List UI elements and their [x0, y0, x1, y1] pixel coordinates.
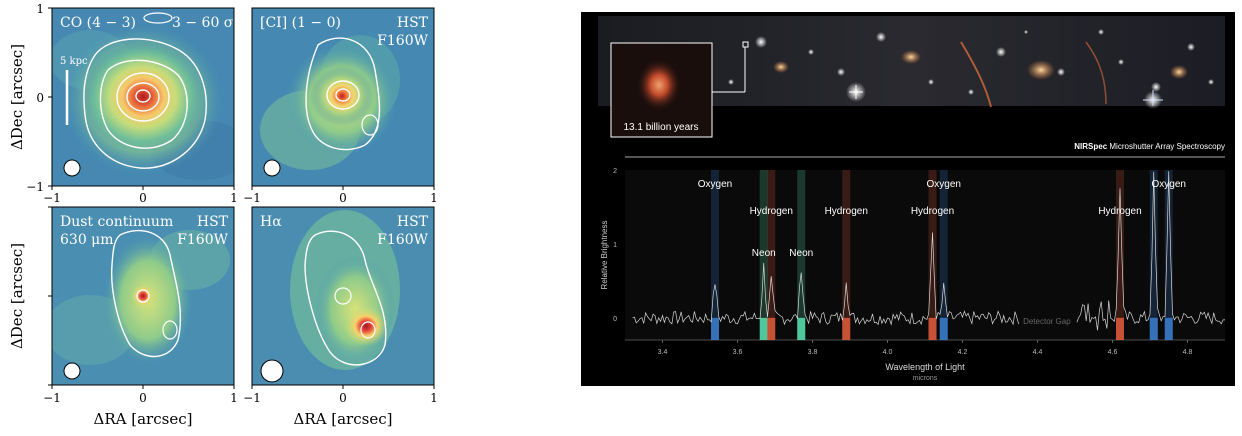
spectrum-xtick-3: 4.0 [883, 349, 893, 356]
xtick-p4-left: −1 [243, 391, 261, 405]
spectrum-plot: 0 1 2 3.4 3.6 3.8 4.0 4.2 4.4 4.6 4.8 Oxygen Hydroge… [613, 168, 1226, 356]
scalebar-label: 5 kpc [60, 56, 88, 67]
spectrum-xtick-1: 3.6 [733, 349, 743, 356]
panel-halpha-filter: F160W [377, 232, 428, 248]
ytick-bottom: −1 [26, 180, 44, 194]
line-label-7: Hydrogen [1098, 206, 1141, 217]
line-label-4: Hydrogen [825, 206, 868, 217]
panel-ci-filter: F160W [377, 33, 428, 49]
line-label-2: Neon [752, 248, 776, 259]
panel-co-label: CO (4 − 3) [60, 15, 136, 31]
emission-band-7 [1116, 170, 1124, 340]
spectrum-ytick-1: 1 [613, 242, 617, 249]
xtick-p2-right: 1 [430, 191, 438, 205]
right-figure-svg: 13.1 billion years NIRSpec Microshutter … [598, 16, 1226, 382]
left-ticks [48, 7, 435, 389]
xtick-p1-mid: 0 [139, 191, 147, 205]
left-figure: CO (4 − 3) 3 − 60 σ 5 kpc [CI] (1 − 0) H… [0, 0, 450, 432]
line-label-1: Hydrogen [750, 206, 793, 217]
panel-ci-hst: HST [397, 15, 429, 31]
xtick-p1-left: −1 [43, 191, 61, 205]
emission-band-6 [939, 170, 948, 340]
emission-band-9 [1164, 170, 1173, 340]
ylabel-bottom: ΔDec [arcsec] [8, 243, 26, 349]
spectrum-title: NIRSpec Microshutter Array Spectroscopy [1074, 142, 1225, 151]
xtick-p3-left: −1 [43, 391, 61, 405]
spectrum-xtick-4: 4.2 [958, 349, 968, 356]
emission-base-4 [842, 317, 851, 340]
line-label-5: Oxygen [927, 179, 961, 190]
emission-base-7 [1116, 317, 1124, 340]
emission-band-1 [759, 170, 768, 340]
spectrum-xtick-5: 4.4 [1033, 349, 1043, 356]
xlabel-right: ΔRA [arcsec] [294, 410, 393, 428]
spectrum-trace [632, 171, 1226, 331]
panel-dust-sublabel: 630 μm [60, 232, 114, 248]
xtick-p2-mid: 0 [339, 191, 347, 205]
ytick-top: 1 [36, 2, 44, 16]
emission-base-1 [759, 317, 768, 340]
spectrum-xtick-0: 3.4 [658, 349, 668, 356]
panel-co [52, 8, 234, 186]
spectrum-xtick-6: 4.6 [1108, 349, 1118, 356]
detector-gap-label: Detector Gap [1023, 317, 1071, 326]
panel-ci [252, 8, 434, 186]
xtick-p4-right: 1 [430, 391, 438, 405]
panel-dust-label: Dust continuum [60, 214, 173, 230]
emission-base-9 [1164, 317, 1173, 340]
right-figure: 13.1 billion years NIRSpec Microshutter … [581, 12, 1235, 386]
panel-ci-label: [CI] (1 − 0) [260, 15, 341, 31]
ylabel-top: ΔDec [arcsec] [8, 44, 26, 150]
panel-dust-hst: HST [197, 214, 229, 230]
spectrum-ytick-0: 0 [613, 316, 617, 323]
xtick-p4-mid: 0 [339, 391, 347, 405]
emission-band-8 [1149, 170, 1158, 340]
panel-dust-filter: F160W [177, 232, 228, 248]
emission-base-6 [939, 317, 948, 340]
left-figure-svg: CO (4 − 3) 3 − 60 σ 5 kpc [CI] (1 − 0) H… [8, 2, 438, 428]
emission-band-0 [711, 170, 719, 340]
line-label-0: Oxygen [698, 179, 732, 190]
xtick-p3-mid: 0 [139, 391, 147, 405]
spectrum-xunit: microns [913, 375, 938, 382]
emission-base-0 [711, 317, 719, 340]
panel-halpha [252, 207, 434, 385]
panel-halpha-hst: HST [397, 214, 429, 230]
xtick-p2-left: −1 [243, 191, 261, 205]
spectrum-xlabel: Wavelength of Light [885, 362, 965, 372]
emission-base-5 [928, 317, 937, 340]
xtick-p3-right: 1 [230, 391, 238, 405]
emission-base-3 [797, 317, 806, 340]
emission-band-3 [797, 170, 806, 340]
ytick-mid: 0 [36, 91, 44, 105]
spectrum-xtick-2: 3.8 [808, 349, 818, 356]
panel-co-sublabel: 3 − 60 σ [172, 15, 234, 31]
panel-halpha-label: Hα [260, 214, 282, 230]
line-label-6: Hydrogen [911, 206, 954, 217]
spectrum-xtick-7: 4.8 [1183, 349, 1193, 356]
spectrum-ytick-2: 2 [613, 168, 617, 175]
emission-base-2 [767, 317, 776, 340]
line-label-8: Oxygen [1152, 179, 1186, 190]
inset-label: 13.1 billion years [623, 122, 698, 133]
line-label-3: Neon [789, 248, 813, 259]
emission-band-4 [842, 170, 851, 340]
emission-band-2 [767, 170, 776, 340]
panel-dust [52, 207, 234, 385]
xtick-p1-right: 1 [230, 191, 238, 205]
emission-base-8 [1149, 317, 1158, 340]
galaxy-inset [610, 42, 713, 138]
xlabel-left: ΔRA [arcsec] [94, 410, 193, 428]
emission-band-5 [928, 170, 937, 340]
spectrum-ylabel: Relative Brightness [600, 221, 609, 290]
